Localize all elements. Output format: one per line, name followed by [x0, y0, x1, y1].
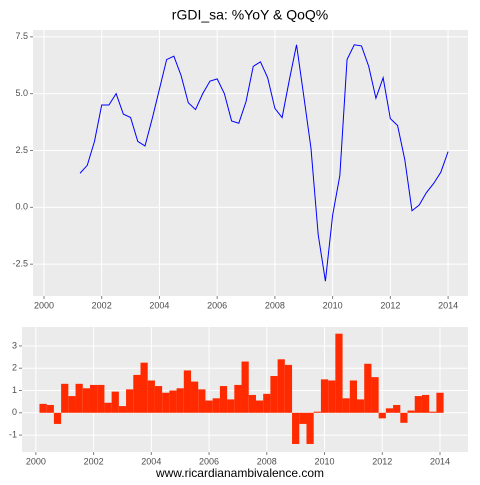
bar	[313, 411, 321, 413]
bar	[357, 399, 365, 413]
x-tick-label: 2006	[207, 300, 227, 310]
bar	[147, 380, 155, 413]
y-tick-label: 5.0	[15, 88, 28, 98]
bar	[349, 380, 358, 413]
bar	[89, 384, 98, 413]
bar	[75, 383, 83, 413]
bar	[68, 396, 76, 413]
y-tick-label: -1	[9, 429, 17, 439]
bar	[212, 398, 220, 413]
x-tick-label: 2008	[265, 300, 285, 310]
bar	[82, 388, 90, 413]
bar	[205, 400, 213, 413]
bar	[342, 398, 350, 413]
bar	[400, 412, 408, 423]
bar	[118, 406, 127, 413]
bar	[183, 370, 192, 413]
x-tick-label: 2006	[199, 456, 219, 466]
bar	[378, 412, 386, 419]
bar	[299, 412, 307, 424]
y-tick-label: 7.5	[15, 31, 28, 41]
bar	[53, 412, 62, 424]
x-tick-label: 2010	[323, 300, 343, 310]
y-tick-label: 0.0	[15, 202, 28, 212]
y-tick-label: 1	[12, 385, 17, 395]
y-tick-label: 2	[12, 363, 17, 373]
bar	[270, 376, 278, 413]
x-tick-label: 2004	[149, 300, 169, 310]
x-tick-label: 2000	[34, 300, 54, 310]
bar	[263, 393, 271, 413]
bar	[407, 410, 415, 413]
bar	[306, 412, 314, 444]
bar	[292, 412, 300, 444]
x-tick-label: 2002	[84, 456, 104, 466]
bar	[248, 394, 256, 413]
x-tick-label: 2002	[92, 300, 112, 310]
bar	[364, 363, 372, 413]
chart-title: rGDI_sa: %YoY & QoQ%	[172, 7, 328, 23]
x-tick-label: 2008	[257, 456, 277, 466]
bar	[385, 408, 394, 413]
bar	[46, 404, 54, 413]
bar	[133, 374, 141, 413]
bar	[277, 359, 285, 413]
bar	[111, 391, 119, 413]
line	[79, 44, 449, 282]
y-tick-label: 0	[12, 407, 17, 417]
y-tick-label: -2.5	[12, 259, 28, 269]
y-tick-label: 2.5	[15, 145, 28, 155]
bar	[176, 388, 184, 413]
bar	[126, 389, 134, 413]
bar	[328, 380, 336, 413]
bar	[241, 361, 249, 413]
bar	[255, 400, 264, 413]
bar	[436, 392, 444, 413]
bar	[429, 411, 437, 413]
bar	[320, 379, 329, 413]
plot-background	[33, 30, 468, 296]
bar	[198, 389, 206, 413]
bar	[284, 364, 293, 413]
bar	[393, 404, 401, 413]
x-tick-label: 2014	[438, 300, 458, 310]
bar	[219, 386, 228, 413]
bar	[104, 402, 112, 413]
bar	[234, 384, 242, 413]
bar	[335, 333, 343, 413]
x-tick-label: 2004	[141, 456, 161, 466]
bar	[140, 362, 148, 413]
x-tick-label: 2010	[315, 456, 335, 466]
bar	[191, 381, 199, 413]
bar	[421, 394, 430, 413]
x-tick-label: 2000	[26, 456, 46, 466]
y-tick-label: 3	[12, 340, 17, 350]
source: www.ricardianambivalence.com	[155, 466, 324, 480]
bar	[154, 386, 163, 413]
bar	[39, 403, 47, 413]
x-tick-label: 2014	[430, 456, 450, 466]
bar	[97, 384, 105, 413]
bar	[414, 396, 422, 413]
bar	[61, 383, 69, 413]
bar	[371, 377, 379, 413]
x-tick-label: 2012	[372, 456, 392, 466]
x-tick-label: 2012	[380, 300, 400, 310]
bar	[227, 399, 235, 413]
bar	[169, 390, 177, 413]
bar	[162, 392, 170, 413]
